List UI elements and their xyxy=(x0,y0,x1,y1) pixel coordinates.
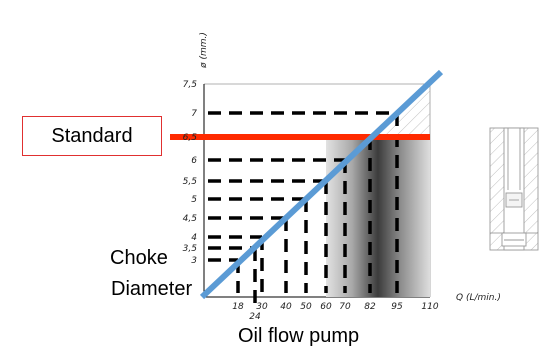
y-tick-label: 5,5 xyxy=(183,177,198,187)
standard-label: Standard xyxy=(51,124,133,147)
x-tick-label: 50 xyxy=(300,302,312,312)
x-tick-label: 60 xyxy=(320,302,332,312)
x-tick-label: 30 xyxy=(256,302,268,312)
standard-label-box: Standard xyxy=(22,116,162,156)
oil-flow-pump-label: Oil flow pump xyxy=(238,325,359,347)
y-tick-label: 6 xyxy=(191,156,197,166)
y-tick-label: 6,5 xyxy=(183,133,198,143)
choke-label-line1: Choke xyxy=(110,247,168,269)
x-tick-label: 18 xyxy=(232,302,244,312)
x-tick-label: 82 xyxy=(364,302,376,312)
y-tick-label: 3 xyxy=(191,256,197,266)
x-tick-label: 70 xyxy=(339,302,351,312)
choke-fitting-drawing xyxy=(489,127,539,251)
y-tick-label: 7 xyxy=(191,109,197,119)
vertical-dash-lines xyxy=(236,113,399,307)
y-tick-labels: 3 3,54 4,5 5 5,5 6 6,5 7 7,5 xyxy=(183,80,198,266)
x-tick-label: 110 xyxy=(421,302,438,312)
y-axis-title: ø (mm.) xyxy=(199,32,209,69)
y-tick-label: 7,5 xyxy=(183,80,198,90)
x-tick-label: 95 xyxy=(391,302,403,312)
x-tick-label: 24 xyxy=(249,312,261,322)
x-tick-label: 40 xyxy=(280,302,292,312)
y-tick-label: 3,5 xyxy=(183,244,198,254)
choke-label-line2: Diameter xyxy=(111,278,192,300)
y-tick-label: 4,5 xyxy=(183,214,198,224)
x-axis-unit-label: Q (L/min.) xyxy=(456,293,501,303)
y-tick-label: 5 xyxy=(191,195,197,205)
flow-diameter-line xyxy=(199,69,444,300)
y-tick-label: 4 xyxy=(191,233,197,243)
